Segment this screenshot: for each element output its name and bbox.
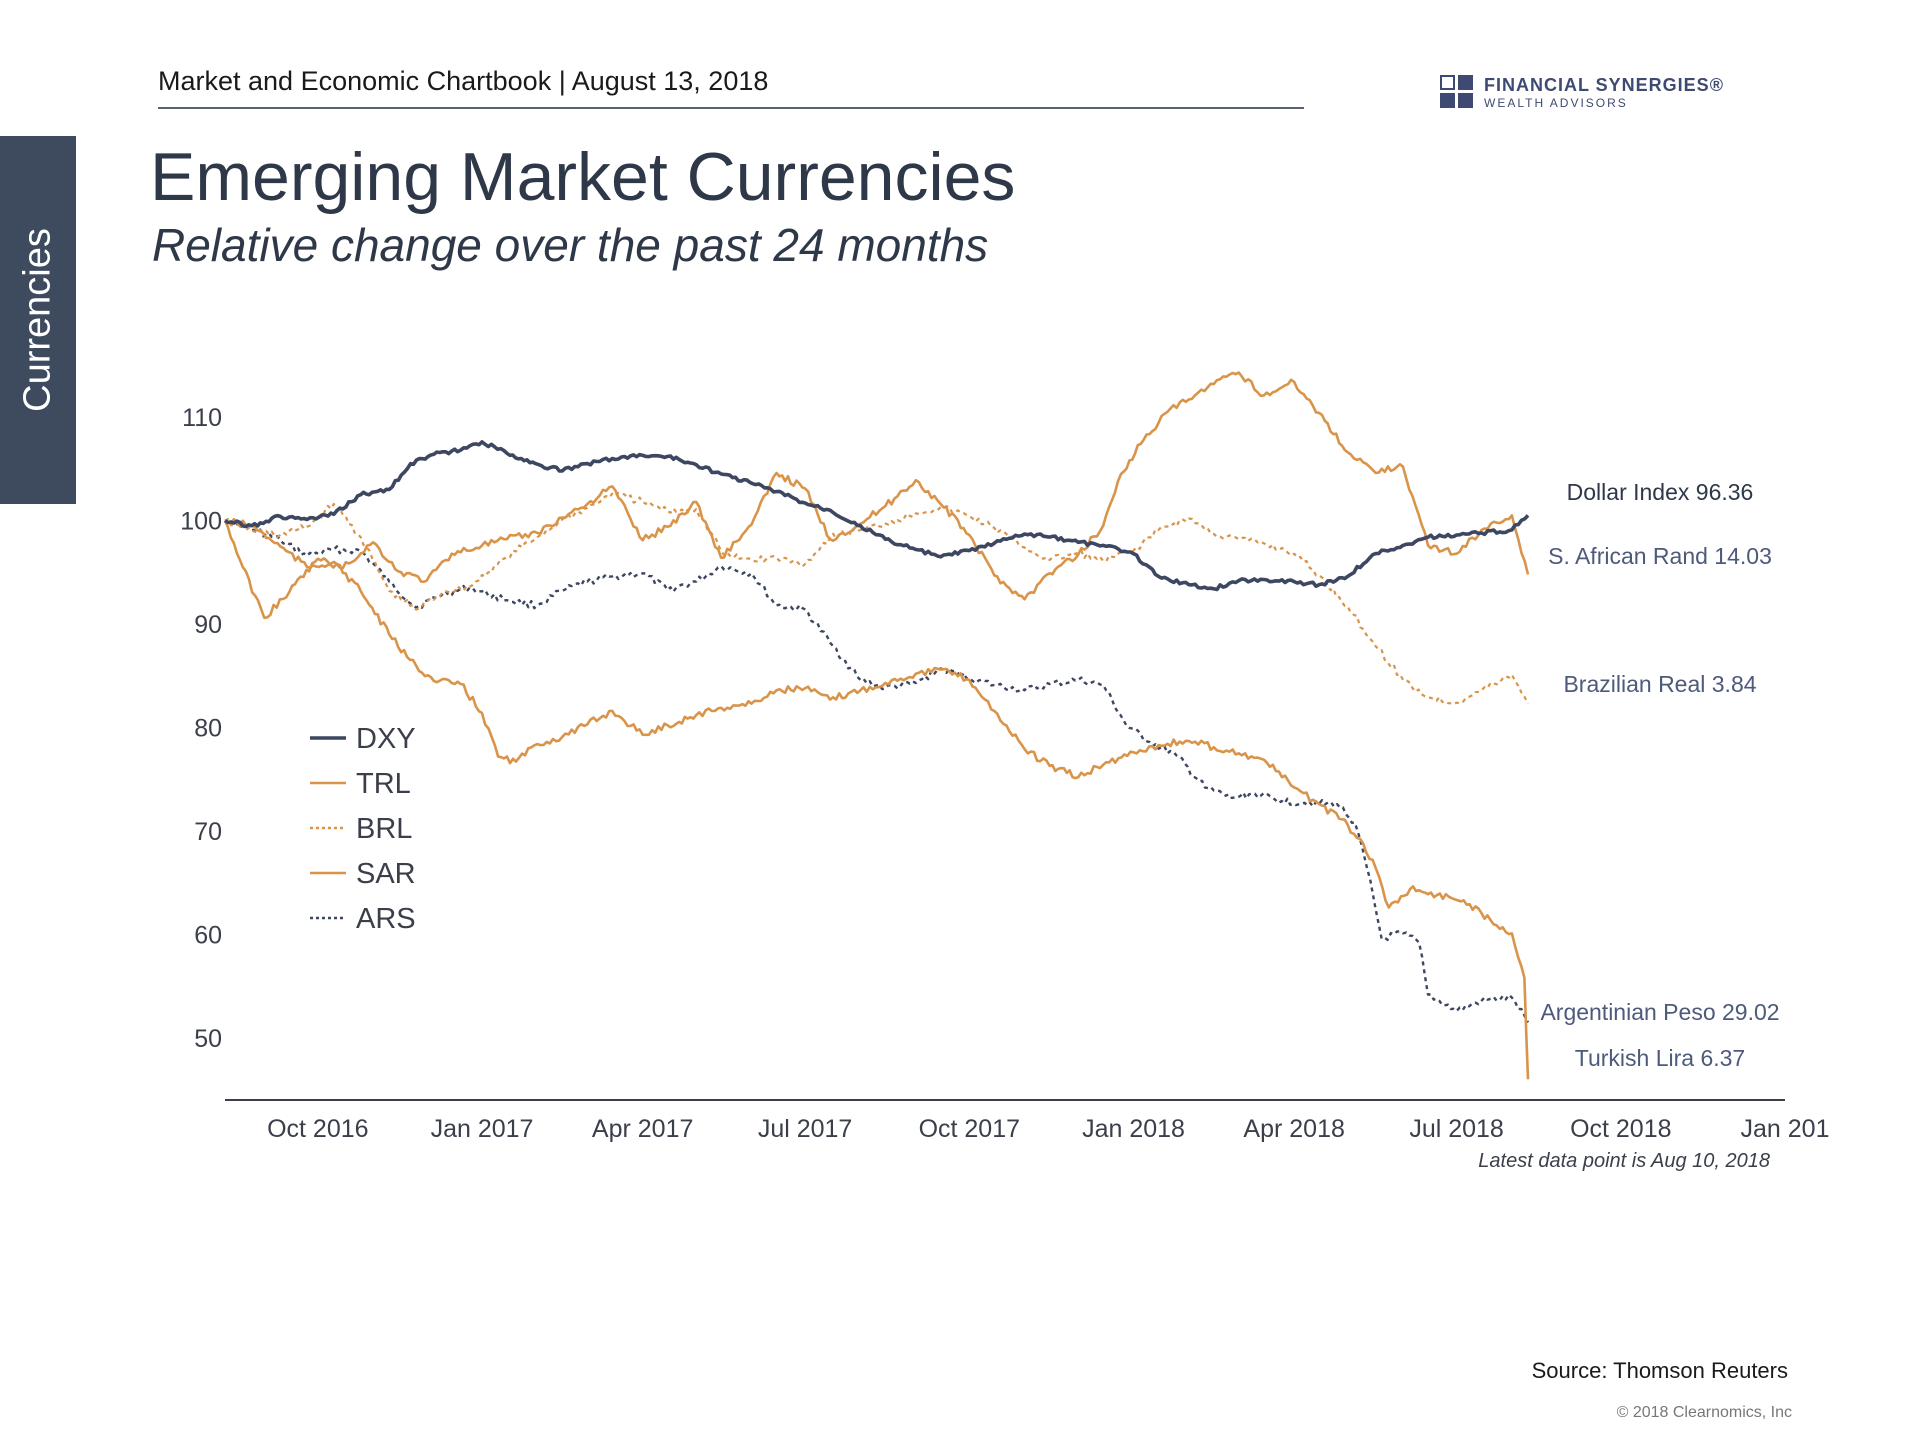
y-tick-label-70: 70 <box>194 818 222 846</box>
x-tick-label-jan-2018: Jan 2018 <box>1082 1115 1185 1143</box>
legend-label-trl: TRL <box>356 768 411 800</box>
x-axis: Oct 2016 Jan 2017 Apr 2017 Jul 2017 Oct 2017… <box>225 1099 1830 1143</box>
end-label-sar: S. African Rand 14.03 <box>1548 543 1772 569</box>
x-tick-label-jul-2018: Jul 2018 <box>1409 1115 1504 1143</box>
chart-legend: DXY TRL BRL SAR ARS <box>310 723 416 935</box>
series-line-ars <box>224 519 1530 1023</box>
x-tick-label-oct-2016: Oct 2016 <box>267 1115 368 1143</box>
y-axis: 50 60 70 80 90 100 110 <box>180 404 222 1053</box>
series-line-dxy <box>224 440 1530 592</box>
section-tab: Currencies <box>0 136 76 504</box>
series-line-sar <box>223 371 1530 620</box>
end-label-trl: Turkish Lira 6.37 <box>1575 1045 1745 1071</box>
y-tick-label-90: 90 <box>194 611 222 639</box>
flag-squares-icon <box>1440 75 1474 109</box>
y-tick-label-80: 80 <box>194 715 222 743</box>
end-label-brl: Brazilian Real 3.84 <box>1563 671 1756 697</box>
y-tick-label-100: 100 <box>180 508 222 536</box>
x-tick-label-jul-2017: Jul 2017 <box>758 1115 853 1143</box>
x-tick-label-jan-2017: Jan 2017 <box>431 1115 534 1143</box>
legend-label-sar: SAR <box>356 858 416 890</box>
x-tick-label-apr-2017: Apr 2017 <box>592 1115 693 1143</box>
x-tick-label-oct-2018: Oct 2018 <box>1570 1115 1671 1143</box>
legend-label-brl: BRL <box>356 813 412 845</box>
series-line-brl <box>224 491 1529 706</box>
y-tick-label-110: 110 <box>182 404 222 432</box>
x-tick-label-oct-2017: Oct 2017 <box>919 1115 1020 1143</box>
series-end-labels: Argentinian Peso 29.02 Brazilian Real 3.8… <box>1540 479 1779 1071</box>
page-subtitle: Relative change over the past 24 months <box>152 219 989 271</box>
end-label-dxy: Dollar Index 96.36 <box>1567 479 1754 505</box>
series-lines <box>223 371 1530 1080</box>
end-label-ars: Argentinian Peso 29.02 <box>1540 999 1779 1025</box>
brand-tagline: WEALTH ADVISORS <box>1484 96 1628 110</box>
page-title: Emerging Market Currencies <box>150 139 1016 215</box>
latest-data-note: Latest data point is Aug 10, 2018 <box>1478 1150 1770 1172</box>
legend-label-ars: ARS <box>356 903 416 935</box>
x-tick-label-jan-201: Jan 201 <box>1741 1115 1830 1143</box>
copyright: © 2018 Clearnomics, Inc <box>1616 1404 1792 1421</box>
x-tick-label-apr-2018: Apr 2018 <box>1243 1115 1344 1143</box>
legend-label-dxy: DXY <box>356 723 416 755</box>
y-tick-label-50: 50 <box>194 1025 222 1053</box>
y-tick-label-60: 60 <box>194 921 222 949</box>
series-line-trl <box>224 517 1530 1080</box>
source-credit: Source: Thomson Reuters <box>1531 1358 1788 1383</box>
chartbook-header: Market and Economic Chartbook | August 1… <box>158 66 769 96</box>
brand-name: FINANCIAL SYNERGIES® <box>1484 75 1724 95</box>
header-divider <box>158 107 1304 109</box>
